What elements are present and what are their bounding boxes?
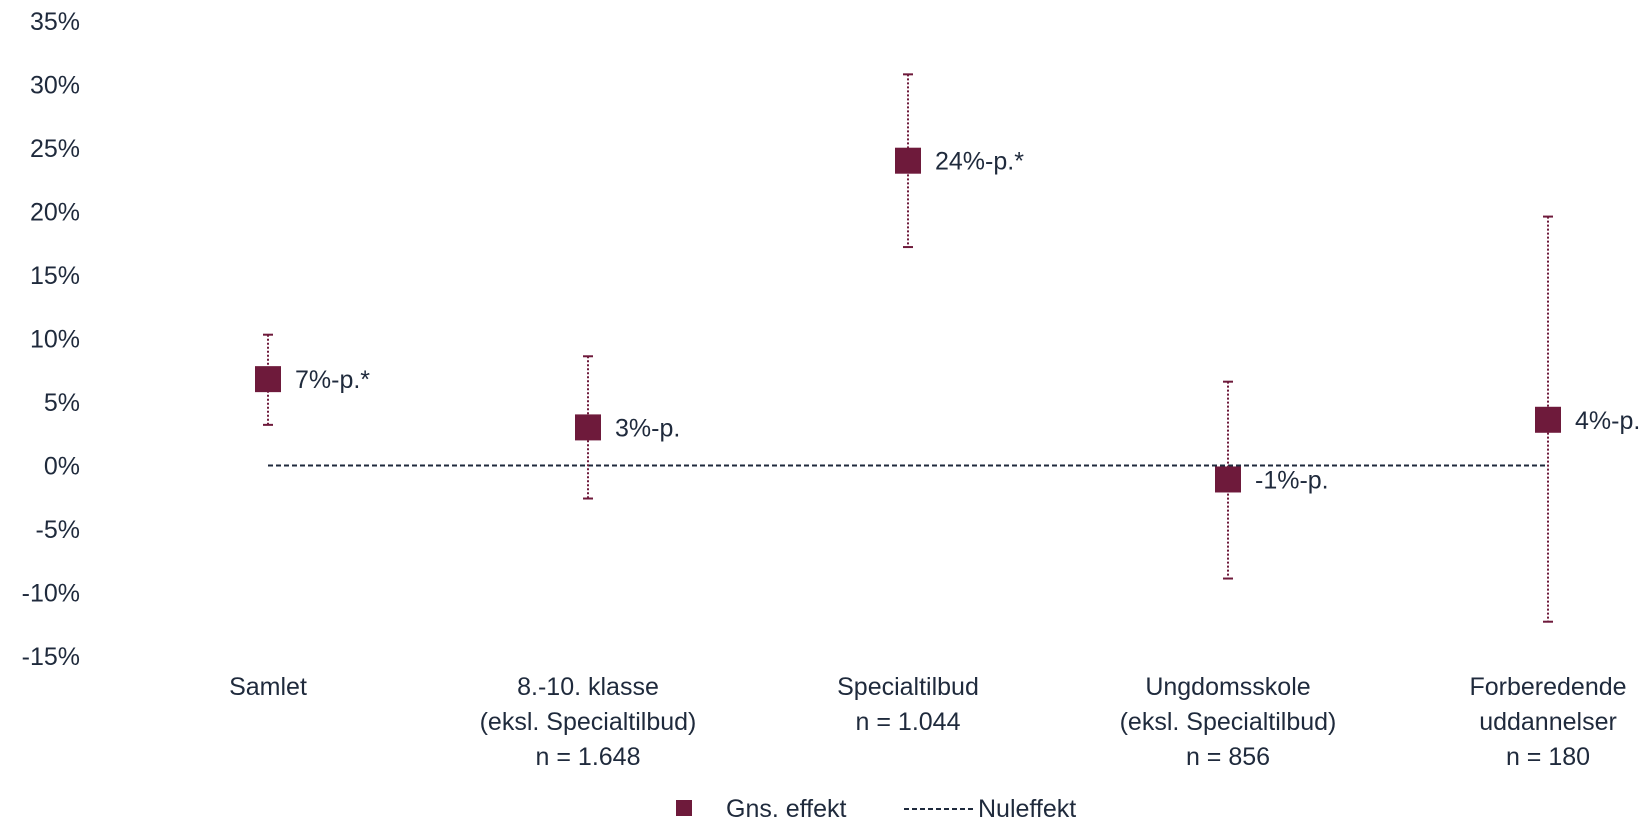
- y-tick-label: 5%: [44, 389, 80, 417]
- effect-marker: [1535, 406, 1561, 433]
- data-label: 7%-p.*: [295, 366, 370, 394]
- effect-marker: [575, 414, 601, 441]
- effect-marker: [1215, 466, 1241, 493]
- data-label: 4%-p.: [1575, 407, 1640, 435]
- category-label-line: uddannelser: [1479, 708, 1617, 736]
- category-label-line: Ungdomsskole: [1145, 673, 1310, 701]
- category-label-line: n = 1.648: [536, 743, 641, 771]
- effect-marker: [255, 366, 281, 393]
- legend: Gns. effekt Nuleffekt: [676, 795, 1076, 822]
- data-labels: 7%-p.* 3%-p. 24%-p.* -1%-p. 4%-p.: [295, 148, 1640, 495]
- y-tick-label: 20%: [30, 199, 80, 227]
- y-tick-label: 25%: [30, 135, 80, 163]
- category-label-line: Samlet: [229, 673, 307, 701]
- category-label-line: (eksl. Specialtilbud): [1120, 708, 1337, 736]
- legend-label-gns-effekt: Gns. effekt: [726, 795, 846, 822]
- category-label-line: n = 1.044: [856, 708, 961, 736]
- y-axis-ticks: 35% 30% 25% 20% 15% 10% 5% 0% -5% -10% -15%: [22, 8, 80, 671]
- category-label: Samlet: [229, 673, 307, 701]
- y-tick-label: 30%: [30, 72, 80, 100]
- category-label: Specialtilbud n = 1.044: [837, 673, 979, 736]
- y-tick-label: 10%: [30, 326, 80, 354]
- y-tick-label: 0%: [44, 453, 80, 481]
- data-markers: [255, 147, 1561, 493]
- category-label-line: (eksl. Specialtilbud): [480, 708, 697, 736]
- y-tick-label: 35%: [30, 8, 80, 36]
- effect-marker: [895, 147, 921, 174]
- data-label: 24%-p.*: [935, 148, 1024, 176]
- y-tick-label: -5%: [36, 516, 80, 544]
- data-label: -1%-p.: [1255, 466, 1329, 494]
- category-label-line: Forberedende: [1469, 673, 1626, 701]
- y-tick-label: 15%: [30, 262, 80, 290]
- legend-label-nuleffekt: Nuleffekt: [978, 795, 1076, 822]
- y-tick-label: -10%: [22, 580, 80, 608]
- legend-marker-gns-effekt: [676, 800, 692, 816]
- x-axis-categories: Samlet 8.-10. klasse (eksl. Specialtilbud)…: [229, 673, 1626, 771]
- category-label-line: 8.-10. klasse: [517, 673, 659, 701]
- category-label-line: n = 180: [1506, 743, 1590, 771]
- category-label: 8.-10. klasse (eksl. Specialtilbud) n = 1.…: [480, 673, 697, 771]
- data-label: 3%-p.: [615, 414, 680, 442]
- category-label: Ungdomsskole (eksl. Specialtilbud) n = 856: [1120, 673, 1337, 771]
- y-tick-label: -15%: [22, 643, 80, 671]
- category-label-line: n = 856: [1186, 743, 1270, 771]
- category-label: Forberedende uddannelser n = 180: [1469, 673, 1626, 771]
- category-label-line: Specialtilbud: [837, 673, 979, 701]
